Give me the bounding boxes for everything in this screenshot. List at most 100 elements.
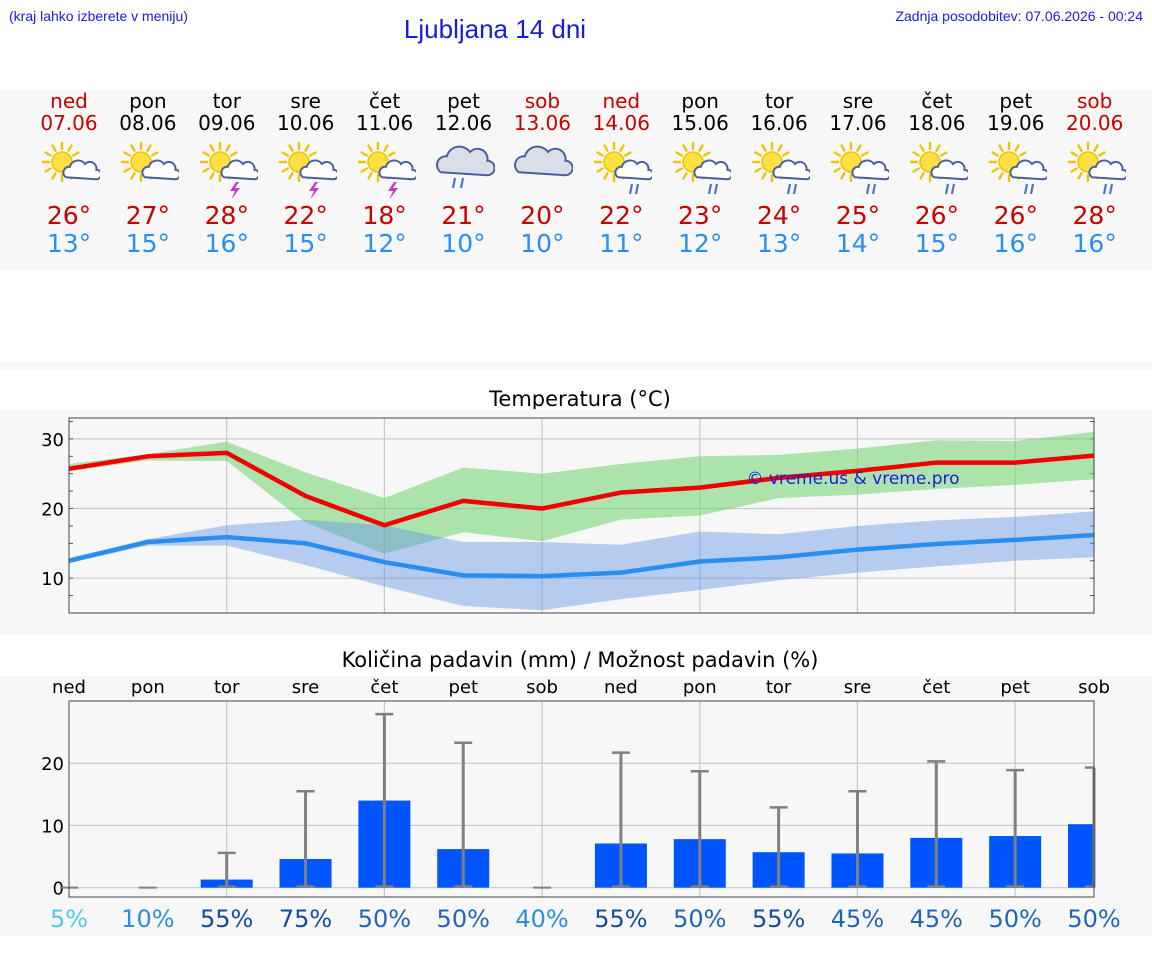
sun-cloud-lightning-icon xyxy=(199,141,258,198)
temperature-chart-title: Temperatura (°C) xyxy=(489,387,671,411)
x-category-label: čet xyxy=(370,677,398,698)
day-name: ned xyxy=(602,89,641,113)
sun-ray xyxy=(1014,144,1020,152)
x-category-label: čet xyxy=(922,677,950,698)
sun-ray xyxy=(1076,172,1083,180)
forecast-day: čet 11.06 18° 12° xyxy=(345,90,425,258)
y-tick-label: 20 xyxy=(41,754,64,775)
sun-cloud-icon xyxy=(41,141,100,183)
y-tick-label: 0 xyxy=(53,879,64,900)
sun-ray xyxy=(130,172,136,180)
max-temperature: 18° xyxy=(362,201,407,230)
sun-cloud-rain-icon xyxy=(594,141,653,195)
rain-drop xyxy=(793,183,798,195)
x-category-label: sob xyxy=(526,677,558,698)
rain-drop xyxy=(871,183,877,195)
rain-drop xyxy=(451,177,456,189)
y-tick-label: 30 xyxy=(41,430,64,451)
cloud-shape xyxy=(220,159,258,181)
sun-ray xyxy=(991,167,999,173)
cloud-shape xyxy=(1088,159,1126,181)
sun-ray xyxy=(1070,151,1078,157)
sun-ray xyxy=(150,151,159,157)
sun-ray xyxy=(1076,144,1083,152)
precipitation-chance: 40% xyxy=(515,905,568,933)
day-name: ned xyxy=(50,89,88,113)
precipitation-chance: 50% xyxy=(437,905,490,933)
precipitation-chance: 50% xyxy=(1067,905,1120,933)
max-temperature: 26° xyxy=(46,201,92,230)
sun-ray xyxy=(935,144,941,152)
sun-ray xyxy=(303,144,310,152)
min-temperature: 10° xyxy=(441,229,486,258)
min-temperature: 15° xyxy=(914,229,960,258)
sun-ray xyxy=(209,172,215,180)
rain-drop xyxy=(865,183,871,195)
day-date: 14.06 xyxy=(592,111,650,135)
forecast-strip: ned 07.06 26° 13° pon 08.06 27° 15° tor 09.06 28° 1… xyxy=(0,90,1152,270)
sun-ray xyxy=(72,151,80,157)
temperature-line xyxy=(68,450,1095,528)
sun-ray xyxy=(596,151,605,157)
sun-ray xyxy=(366,144,373,152)
sun-ray xyxy=(682,172,688,180)
sun-ray xyxy=(861,151,869,157)
precipitation-chance: 55% xyxy=(594,905,647,933)
x-category-label: pet xyxy=(1000,677,1030,698)
sun-ray xyxy=(44,151,52,157)
day-date: 20.06 xyxy=(1066,111,1124,135)
plot-border xyxy=(68,700,1095,898)
sun-ray xyxy=(123,167,131,173)
max-temperature: 28° xyxy=(1072,201,1117,230)
sun-ray xyxy=(308,151,317,157)
sun-cloud-lightning-icon xyxy=(278,141,337,198)
divider xyxy=(0,362,1152,370)
day-date: 07.06 xyxy=(40,111,98,135)
max-temperature: 25° xyxy=(835,201,881,230)
cloud-shape xyxy=(141,159,179,181)
max-temperature: 26° xyxy=(993,201,1038,230)
sun-ray xyxy=(619,144,625,152)
sun-cloud-rain-icon xyxy=(672,141,732,195)
day-date: 08.06 xyxy=(119,111,177,135)
rain-drop xyxy=(459,177,464,189)
day-name: čet xyxy=(921,89,953,113)
day-date: 12.06 xyxy=(434,111,493,135)
sun-ray xyxy=(675,151,684,157)
sun-ray xyxy=(919,144,925,152)
rain-drop xyxy=(1023,183,1028,195)
sun-ray xyxy=(209,144,215,152)
rain-drop xyxy=(1029,183,1034,195)
sun-ray xyxy=(51,172,57,180)
sun-ray xyxy=(856,144,862,152)
sun-ray xyxy=(382,144,389,152)
max-temperature: 24° xyxy=(756,201,802,230)
x-category-label: tor xyxy=(766,677,792,698)
day-date: 19.06 xyxy=(987,111,1045,135)
forecast-day: ned 14.06 22° 11° xyxy=(581,90,661,258)
min-temperature: 11° xyxy=(599,229,644,258)
sun-cloud-lightning-icon xyxy=(357,141,416,198)
sun-ray xyxy=(202,151,210,157)
sun-cloud-rain-icon xyxy=(751,141,811,195)
min-temperature: 16° xyxy=(204,229,249,258)
forecast-day: pon 08.06 27° 15° xyxy=(108,90,188,258)
rain-drop xyxy=(629,183,634,195)
uncertainty-band xyxy=(69,431,1094,554)
x-category-label: ned xyxy=(604,677,638,698)
cloud-shape xyxy=(614,159,653,181)
sun-ray xyxy=(281,151,289,157)
day-name: sob xyxy=(524,89,561,113)
forecast-day: tor 09.06 28° 16° xyxy=(187,90,267,258)
rain-drop xyxy=(635,183,640,195)
day-date: 09.06 xyxy=(198,111,256,135)
forecast-day: sob 20.06 28° 16° xyxy=(1055,90,1135,258)
max-temperature: 23° xyxy=(678,201,723,230)
precipitation-bar xyxy=(1068,824,1094,888)
max-temperature: 28° xyxy=(204,201,249,230)
day-date: 16.06 xyxy=(750,111,808,135)
precipitation-chance: 45% xyxy=(910,905,963,933)
location-hint: (kraj lahko izberete v meniju) xyxy=(9,8,188,24)
max-temperature: 20° xyxy=(520,201,565,230)
cloud-shape xyxy=(435,145,495,177)
